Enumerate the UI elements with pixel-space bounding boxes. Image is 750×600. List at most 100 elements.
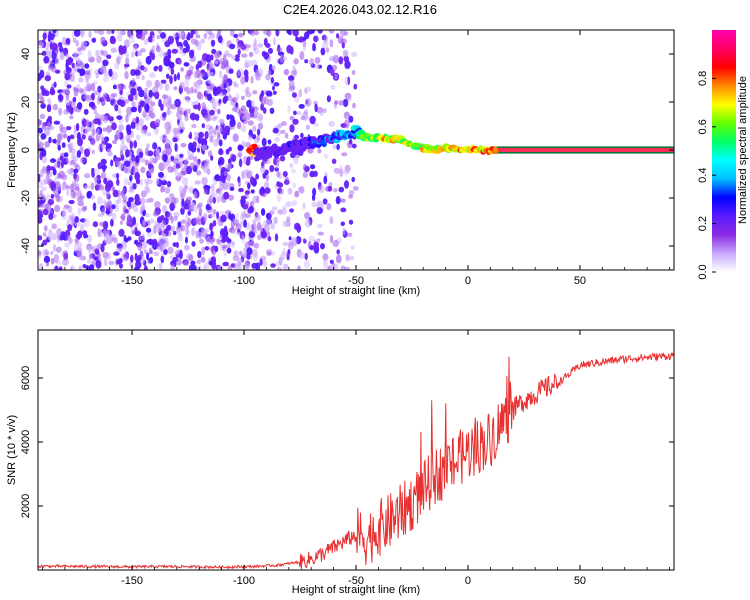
noise-point — [142, 66, 148, 73]
noise-point — [80, 62, 85, 71]
noise-point — [240, 198, 246, 204]
noise-point — [228, 68, 234, 74]
noise-point — [180, 67, 185, 72]
noise-point — [229, 43, 236, 50]
noise-point — [113, 251, 120, 256]
noise-point — [222, 131, 228, 140]
noise-point — [167, 48, 172, 56]
noise-point — [77, 198, 84, 206]
noise-point — [154, 201, 161, 209]
noise-point — [167, 211, 173, 221]
noise-point — [200, 72, 206, 78]
noise-point — [260, 90, 265, 97]
noise-point — [54, 204, 61, 213]
noise-point — [156, 148, 160, 155]
noise-point — [290, 168, 297, 174]
noise-point — [146, 132, 152, 137]
noise-point — [178, 116, 183, 122]
noise-point — [304, 59, 309, 64]
noise-point — [305, 98, 312, 107]
noise-point — [85, 121, 91, 127]
noise-point — [94, 30, 100, 34]
noise-point — [238, 110, 242, 117]
noise-point — [165, 110, 172, 115]
noise-point — [201, 176, 208, 186]
noise-point — [172, 137, 178, 143]
noise-point — [48, 136, 52, 144]
noise-point — [56, 138, 61, 147]
colorbar-tick-label: 0.6 — [697, 119, 709, 134]
noise-point — [137, 254, 142, 261]
noise-point — [111, 204, 116, 210]
noise-point — [180, 224, 186, 232]
noise-point — [100, 36, 106, 46]
noise-point — [275, 30, 280, 37]
noise-point — [276, 170, 281, 178]
ridge-point — [493, 146, 498, 153]
noise-point — [95, 260, 102, 269]
noise-point — [145, 79, 153, 88]
noise-point — [230, 154, 237, 163]
noise-point — [329, 216, 334, 225]
noise-point — [267, 236, 272, 242]
noise-point — [118, 124, 124, 132]
noise-point — [202, 212, 208, 222]
noise-point — [208, 260, 213, 266]
noise-point — [313, 122, 319, 127]
noise-point — [286, 30, 292, 34]
noise-point — [323, 175, 328, 185]
noise-point — [123, 160, 131, 167]
noise-point — [289, 124, 295, 133]
noise-point — [284, 132, 289, 139]
noise-point — [123, 194, 128, 201]
noise-point — [69, 106, 74, 115]
noise-point — [245, 86, 250, 94]
noise-point — [73, 87, 80, 93]
noise-point — [240, 76, 246, 85]
noise-point — [72, 96, 77, 103]
noise-point — [223, 170, 229, 177]
noise-point — [65, 87, 70, 95]
noise-point — [196, 259, 202, 264]
noise-point — [298, 104, 305, 109]
snr-y-axis-title: SNR (10 * v/v) — [6, 415, 18, 485]
noise-point — [270, 76, 274, 84]
snr-series-line — [38, 351, 674, 570]
noise-point — [205, 54, 212, 63]
noise-point — [112, 139, 118, 145]
noise-point — [182, 47, 188, 54]
noise-point — [38, 176, 41, 183]
noise-point — [110, 159, 114, 167]
noise-point — [328, 120, 335, 127]
noise-point — [53, 234, 58, 241]
noise-point — [246, 253, 251, 260]
noise-point — [53, 81, 57, 88]
noise-point — [149, 157, 156, 163]
noise-point — [286, 44, 293, 54]
noise-point — [124, 52, 130, 58]
noise-point — [351, 176, 356, 183]
noise-point — [235, 102, 239, 109]
noise-point — [235, 213, 239, 219]
noise-point — [52, 168, 57, 176]
noise-point — [240, 212, 245, 221]
noise-point — [302, 46, 307, 52]
noise-point — [191, 241, 196, 247]
noise-point — [176, 45, 183, 55]
noise-point — [213, 138, 219, 147]
noise-point — [241, 253, 248, 259]
noise-point — [253, 30, 260, 36]
noise-point — [62, 258, 69, 266]
noise-point — [338, 186, 345, 193]
noise-point — [323, 34, 328, 44]
noise-point — [182, 177, 189, 186]
noise-point — [108, 68, 113, 77]
noise-point — [297, 265, 301, 270]
noise-point — [65, 98, 72, 106]
noise-point — [130, 88, 137, 96]
noise-point — [255, 72, 261, 81]
noise-point — [73, 50, 78, 60]
noise-point — [348, 219, 354, 225]
noise-point — [293, 110, 297, 116]
noise-point — [193, 81, 198, 88]
